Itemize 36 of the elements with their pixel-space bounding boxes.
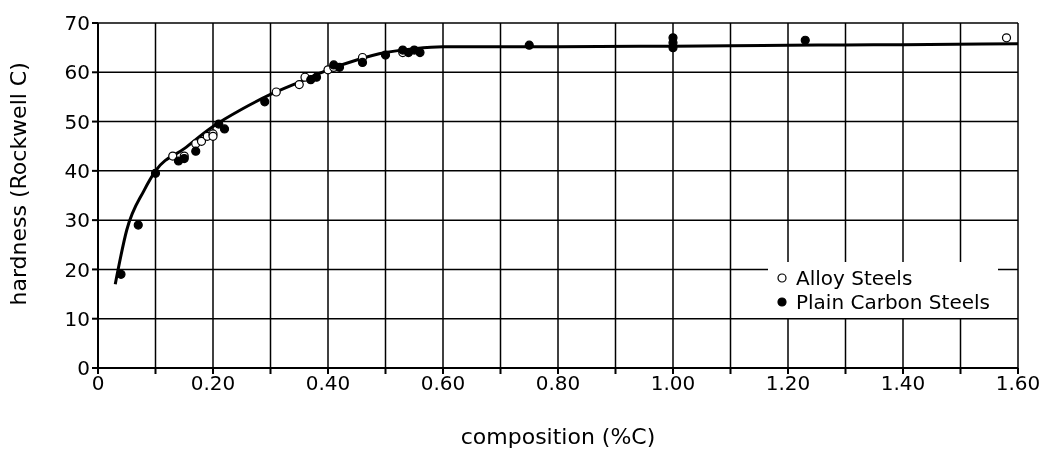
point: [800, 35, 810, 45]
point: [219, 124, 230, 134]
y-axis-title: hardness (Rockwell C): [5, 62, 31, 306]
point: [357, 57, 368, 68]
point: [168, 151, 178, 161]
y-tick-label: 50: [64, 109, 90, 134]
y-tick-label: 10: [64, 306, 90, 331]
x-tick-label: 0.20: [190, 371, 236, 396]
point: [334, 62, 345, 72]
x-tick-label: 1.60: [995, 371, 1041, 396]
point: [191, 146, 201, 156]
point: [260, 97, 270, 107]
point: [311, 72, 322, 82]
point: [524, 40, 534, 50]
x-tick-label: 1.40: [880, 371, 926, 396]
point: [214, 119, 224, 129]
y-tick-label: 40: [64, 158, 90, 183]
point: [133, 220, 143, 230]
point: [380, 50, 391, 60]
y-tick-label: 60: [64, 60, 90, 85]
y-tick-label: 20: [64, 257, 90, 282]
legend-label: Plain Carbon Steels: [796, 290, 990, 314]
x-tick-label: 1.20: [765, 371, 811, 396]
x-axis-title: composition (%C): [460, 423, 656, 449]
point: [150, 168, 161, 178]
y-tick-label: 30: [64, 208, 90, 233]
x-tick-label: 0.80: [535, 371, 581, 396]
x-tick-label: 1.00: [650, 371, 696, 396]
point: [294, 80, 304, 90]
x-tick-label: 0.40: [305, 371, 351, 396]
y-tick-label: 70: [64, 11, 90, 36]
point: [196, 136, 207, 146]
x-tick-label: 0.60: [420, 371, 466, 396]
point: [271, 87, 281, 97]
point: [1001, 33, 1012, 43]
legend-label: Alloy Steels: [796, 266, 913, 290]
